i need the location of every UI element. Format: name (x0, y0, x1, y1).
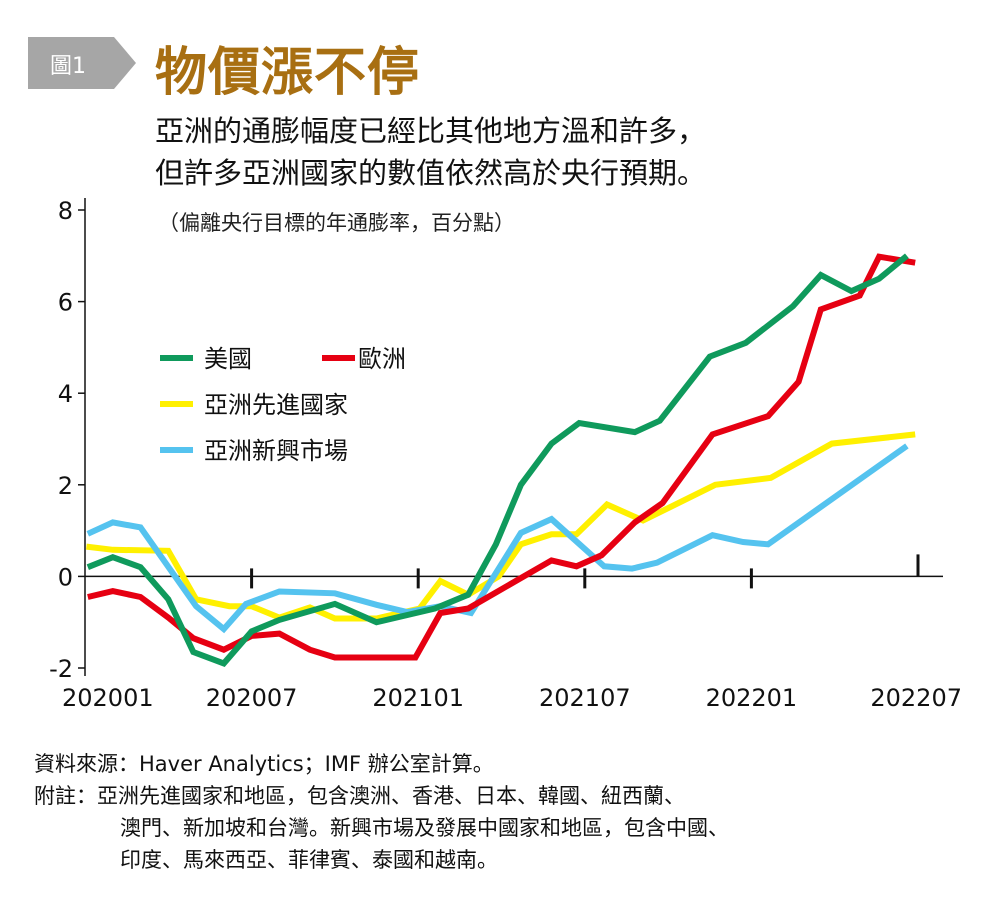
x-tick-label: 202207 (870, 684, 962, 712)
subtitle-line: 但許多亞洲國家的數值依然高於央行預期。 (155, 156, 707, 190)
legend-label: 歐洲 (358, 345, 406, 373)
x-tick-label: 202101 (372, 684, 464, 712)
figure-badge: 圖1 (28, 37, 136, 89)
footer: 資料來源：Haver Analytics；IMF 辦公室計算。 附註： 亞洲先進… (34, 748, 729, 876)
series-line-3 (86, 431, 916, 622)
series-line-2 (87, 253, 916, 661)
x-tick-label: 202001 (62, 684, 154, 712)
y-tick-label: -2 (49, 655, 73, 683)
note-line: 澳門、新加坡和台灣。新興市場及發展中國家和地區，包含中國、 (120, 816, 729, 840)
y-tick-label: 6 (58, 289, 73, 317)
subtitle-line: 亞洲的通膨幅度已經比其他地方溫和許多， (155, 114, 707, 148)
chart-title: 物價漲不停 (155, 42, 421, 103)
y-tick-label: 2 (58, 472, 73, 500)
unit-label: （偏離央行目標的年通膨率，百分點） (158, 211, 515, 235)
x-tick-label: 202007 (206, 684, 298, 712)
y-tick-label: 4 (58, 380, 73, 408)
chart-subtitle: 亞洲的通膨幅度已經比其他地方溫和許多， 但許多亞洲國家的數值依然高於央行預期。 (155, 110, 706, 194)
legend-label: 亞洲先進國家 (204, 391, 348, 419)
legend-label: 美國 (204, 345, 252, 373)
y-tick-label: 0 (58, 563, 73, 591)
legend-label: 亞洲新興市場 (204, 437, 348, 465)
badge-arrow-shape (28, 37, 136, 89)
series-line-1 (86, 253, 909, 667)
source-note: 資料來源：Haver Analytics；IMF 辦公室計算。 (34, 752, 494, 776)
x-tick-label: 202201 (706, 684, 798, 712)
axes: -2 0 2 4 6 8 202001 202007 202101 202107 202201 202… (49, 197, 962, 712)
y-tick-label: 8 (58, 197, 73, 225)
line-chart: -2 0 2 4 6 8 202001 202007 202101 202107 202201 202… (49, 197, 962, 712)
note-line: 印度、馬來西亞、菲律賓、泰國和越南。 (120, 848, 498, 872)
note-label: 附註： (34, 784, 97, 808)
series-lines (86, 253, 916, 667)
x-tick-label: 202107 (539, 684, 631, 712)
figure-number: 圖1 (50, 54, 86, 79)
note-line: 亞洲先進國家和地區，包含澳洲、香港、日本、韓國、紐西蘭、 (97, 784, 685, 808)
